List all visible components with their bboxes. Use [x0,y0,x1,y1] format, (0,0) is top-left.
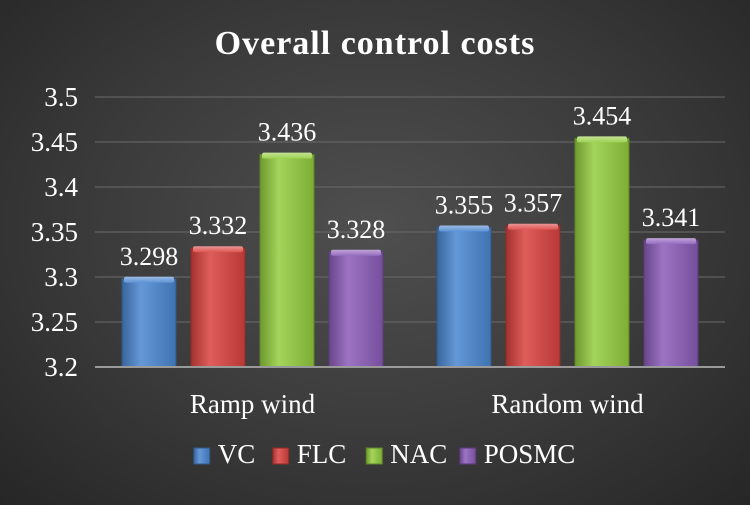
legend-swatch [193,447,211,465]
y-tick-label: 3.4 [44,172,78,202]
chart-title: Overall control costs [215,25,536,62]
bar-vc-1 [436,227,492,368]
legend-item-posmc: POSMC [459,439,576,469]
legend-label: FLC [297,439,347,469]
bars [121,136,699,368]
bar-flc-1 [505,225,561,368]
x-axis-ticks: Ramp wind Random wind [190,389,644,419]
legend-item-nac: NAC [365,439,447,469]
y-tick-label: 3.3 [44,262,78,292]
legend-label: VC [218,439,256,469]
legend-label: POSMC [484,439,576,469]
bar-top-highlight [439,225,489,232]
bar-posmc-0 [328,251,384,368]
legend-label: NAC [390,439,447,469]
legend-swatch [365,447,383,465]
y-axis-ticks: 3.2 3.25 3.3 3.35 3.4 3.45 3.5 [31,82,79,382]
bar-top-highlight [331,249,381,256]
bar-top-highlight [508,223,558,230]
bar-top-highlight [193,246,243,253]
legend-item-flc: FLC [272,439,347,469]
data-label: 3.436 [258,118,317,147]
y-tick-label: 3.45 [31,127,78,157]
y-tick-label: 3.25 [31,307,78,337]
data-label: 3.328 [327,215,386,244]
legend-swatch [459,447,477,465]
data-label: 3.332 [189,211,248,240]
bar-top-highlight [577,136,627,143]
data-label: 3.355 [435,191,494,220]
bar-nac-0 [259,154,315,368]
legend-swatch [272,447,290,465]
bar-top-highlight [262,152,312,159]
y-tick-label: 3.5 [44,82,78,112]
y-tick-label: 3.35 [31,217,78,247]
x-tick-label: Random wind [491,389,644,419]
data-label: 3.454 [573,101,632,130]
legend-item-vc: VC [193,439,256,469]
bar-top-highlight [124,276,174,283]
data-label: 3.298 [120,242,179,271]
x-tick-label: Ramp wind [190,389,316,419]
bar-nac-1 [574,137,630,368]
bar-posmc-1 [643,239,699,368]
data-label: 3.341 [642,203,701,232]
data-labels: 3.298 3.332 3.436 3.328 3.355 3.357 3.454 3.341 [120,101,701,270]
y-tick-label: 3.2 [44,352,78,382]
data-label: 3.357 [504,189,563,218]
bar-top-highlight [646,238,696,245]
legend: VC FLC NAC POSMC [193,439,576,469]
bar-flc-0 [190,247,246,368]
bar-vc-0 [121,278,177,368]
